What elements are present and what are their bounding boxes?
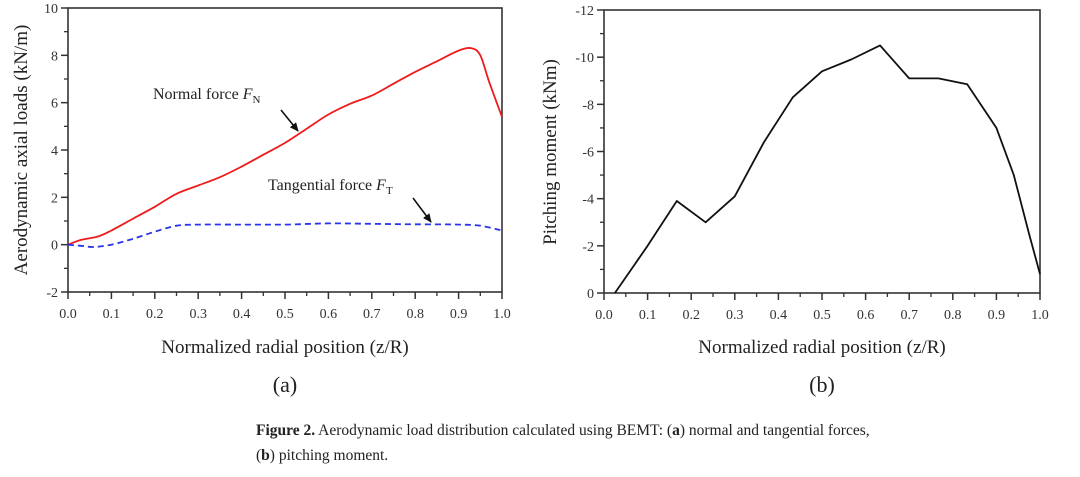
y-tick-label: -12: [575, 4, 594, 19]
x-tick-label: 0.8: [406, 307, 424, 322]
series-group-a: [67, 47, 503, 248]
series-line-tangential-force-f-t: [67, 222, 503, 248]
y-tick-label: 4: [51, 144, 58, 159]
caption-text-2: ) normal and tangential forces,: [679, 422, 870, 439]
panel-label-a: (a): [273, 372, 297, 397]
caption-text-1: Aerodynamic load distribution calculated…: [315, 422, 673, 439]
y-tick-label: -2: [46, 286, 58, 301]
x-tick-label: 1.0: [1031, 308, 1049, 323]
x-tick-label: 0.7: [363, 307, 381, 322]
x-tick-label: 1.0: [493, 307, 511, 322]
caption-text-3: (: [256, 447, 262, 464]
series-line-normal-force-f-n: [67, 47, 503, 246]
arrow-normal-force: [280, 109, 299, 132]
x-tick-label: 0.1: [103, 307, 121, 322]
x-tick-label: 0.8: [944, 308, 962, 323]
x-tick-label: 0.4: [770, 308, 788, 323]
x-tick-label: 0.2: [682, 308, 700, 323]
annotation-tangential-force-symbol: F: [375, 177, 386, 194]
y-tick-label: -2: [582, 240, 594, 255]
x-axis-title-b: Normalized radial position (z/R): [698, 337, 945, 358]
y-tick-label: 2: [51, 191, 58, 206]
y-axis-title-b: Pitching moment (kNm): [540, 59, 561, 245]
y-axis-a: -2 0 2 4 6 8 10: [44, 2, 68, 301]
annotation-tangential-force-subscript: T: [386, 185, 393, 197]
plot-frame-a: [67, 7, 503, 293]
y-tick-label: 10: [44, 2, 58, 17]
y-tick-label: 0: [587, 287, 594, 302]
x-tick-label: 0.0: [595, 308, 613, 323]
panel-label-b: (b): [809, 372, 835, 397]
annotation-normal-force: Normal force FN: [153, 86, 261, 106]
y-tick-label: 0: [51, 239, 58, 254]
y-tick-label: -6: [582, 146, 594, 161]
x-tick-label: 0.6: [857, 308, 875, 323]
x-tick-label: 0.3: [726, 308, 744, 323]
x-tick-label: 0.2: [146, 307, 164, 322]
series-line-pitching-moment: [614, 44, 1041, 294]
x-axis-b: 0.0 0.1 0.2 0.3 0.4 0.5 0.6 0.7 0.8 0.9 1.0: [595, 293, 1049, 323]
x-tick-label: 0.6: [320, 307, 338, 322]
y-tick-label: 8: [51, 49, 58, 64]
chart-a: 0.0 0.1 0.2 0.3 0.4 0.5 0.6 0.7 0.8 0.9 1.0 -2 0 2 4 6…: [11, 2, 511, 397]
figure: 0.0 0.1 0.2 0.3 0.4 0.5 0.6 0.7 0.8 0.9 1.0 -2 0 2 4 6…: [11, 2, 1049, 397]
x-axis-a: 0.0 0.1 0.2 0.3 0.4 0.5 0.6 0.7 0.8 0.9 1.0: [59, 292, 511, 322]
x-tick-label: 0.0: [59, 307, 77, 322]
annotation-tangential-force: Tangential force FT: [268, 177, 393, 197]
x-axis-title-a: Normalized radial position (z/R): [161, 337, 408, 358]
x-tick-label: 0.9: [450, 307, 468, 322]
x-tick-label: 0.1: [639, 308, 657, 323]
x-tick-label: 0.9: [988, 308, 1006, 323]
x-tick-label: 0.5: [813, 308, 831, 323]
figure-caption: Figure 2. Aerodynamic load distribution …: [256, 418, 1076, 468]
caption-text-4: ) pitching moment.: [269, 447, 389, 464]
y-tick-label: 6: [51, 97, 58, 112]
annotation-normal-force-subscript: N: [253, 94, 261, 106]
y-tick-label: -8: [582, 98, 594, 113]
arrow-tangential-force: [412, 197, 432, 223]
x-tick-label: 0.3: [189, 307, 207, 322]
x-tick-label: 0.4: [233, 307, 251, 322]
caption-b-label: b: [261, 447, 270, 464]
y-axis-b: 0 -2 -4 -6 -8 -10 -12: [575, 4, 604, 302]
caption-a-label: a: [672, 422, 680, 439]
caption-figure-label: Figure 2.: [256, 422, 316, 439]
annotation-normal-force-text: Normal force: [153, 86, 243, 103]
y-axis-title-a: Aerodynamic axial loads (kN/m): [11, 25, 32, 276]
annotation-normal-force-symbol: F: [242, 86, 253, 103]
chart-b: 0.0 0.1 0.2 0.3 0.4 0.5 0.6 0.7 0.8 0.9 1.0 0 -2 -4 -…: [540, 4, 1049, 397]
x-tick-label: 0.7: [900, 308, 918, 323]
series-group-b: [614, 44, 1041, 294]
y-tick-label: -10: [575, 51, 594, 66]
x-tick-label: 0.5: [276, 307, 294, 322]
plot-frame-b: [603, 9, 1041, 294]
y-tick-label: -4: [582, 193, 594, 208]
annotation-tangential-force-text: Tangential force: [268, 177, 376, 194]
